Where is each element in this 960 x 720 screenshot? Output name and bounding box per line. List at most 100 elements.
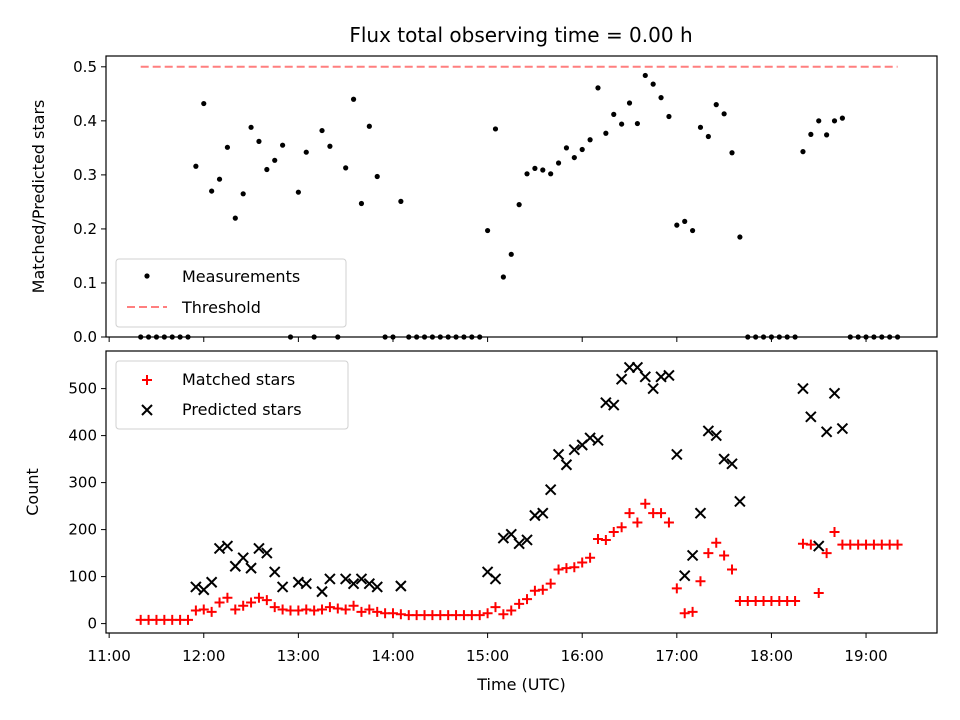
matched-star-point — [640, 498, 651, 509]
measurement-point — [689, 227, 696, 234]
measurement-point — [800, 149, 806, 155]
x-axis-label: Time (UTC) — [476, 675, 565, 694]
predicted-star-point — [339, 573, 352, 585]
measurement-point — [658, 95, 664, 101]
measurement-point — [303, 149, 309, 155]
predicted-star-point — [205, 576, 218, 588]
measurement-point — [240, 191, 246, 197]
measurement-point — [642, 72, 648, 79]
measurement-point — [209, 188, 215, 194]
matched-star-point — [892, 539, 903, 550]
predicted-star-point — [253, 542, 265, 555]
matched-star-point — [198, 604, 209, 615]
predicted-star-point — [276, 581, 289, 593]
matched-star-point — [230, 604, 241, 615]
matched-star-point — [671, 583, 682, 594]
matched-star-point — [805, 539, 816, 550]
predicted-star-point — [269, 566, 281, 578]
bottom-panel-frame — [105, 350, 938, 634]
matched-star-point — [624, 508, 635, 519]
predicted-star-point — [529, 509, 541, 522]
predicted-star-point — [544, 483, 557, 496]
measurement-point — [839, 115, 845, 121]
predicted-star-point — [694, 507, 707, 519]
legend-predicted-label: Predicted stars — [182, 400, 302, 419]
predicted-star-point — [347, 577, 360, 590]
matched-star-point — [663, 517, 674, 528]
predicted-star-point — [805, 411, 817, 423]
matched-star-point — [269, 602, 280, 613]
measurement-point — [705, 133, 711, 140]
predicted-star-point — [497, 532, 510, 544]
y-tick-label: 300 — [68, 474, 97, 492]
matched-star-point — [253, 592, 264, 603]
legend-frame — [115, 258, 347, 328]
measurement-point — [319, 127, 325, 134]
measurement-point — [540, 167, 546, 173]
measurement-point — [516, 202, 522, 208]
legend-matched-label: Matched stars — [182, 370, 295, 389]
predicted-star-point — [190, 581, 202, 593]
matched-star-point — [522, 594, 533, 605]
matched-star-point — [222, 592, 233, 603]
predicted-star-point — [537, 507, 549, 519]
predicted-star-point — [213, 542, 226, 555]
x-tick-label: 17:00 — [655, 647, 698, 665]
legend-frame — [115, 360, 349, 430]
measurement-point — [256, 138, 262, 144]
predicted-star-point — [363, 577, 376, 590]
predicted-star-point — [828, 387, 841, 400]
matched-star-point — [656, 508, 667, 519]
measurement-point — [224, 144, 231, 150]
predicted-star-point — [355, 573, 368, 585]
matched-star-point — [829, 526, 840, 537]
x-tick-label: 18:00 — [750, 647, 793, 665]
matched-star-point — [142, 375, 152, 385]
matched-star-point — [356, 606, 367, 617]
predicted-star-point — [734, 495, 746, 508]
matched-star-point — [317, 604, 328, 615]
measurement-point — [280, 142, 286, 148]
predicted-star-point — [316, 585, 328, 598]
measurement-point — [619, 121, 625, 127]
predicted-star-point — [686, 549, 699, 562]
matched-star-point — [813, 588, 824, 599]
matched-star-point — [695, 576, 706, 587]
predicted-star-point — [237, 552, 249, 564]
measurement-point — [548, 171, 554, 177]
measurement-point — [650, 81, 656, 87]
y-tick-label: 100 — [68, 568, 97, 586]
predicted-star-point — [371, 581, 383, 593]
measurement-point — [508, 251, 514, 257]
x-tick-label: 15:00 — [466, 647, 509, 665]
measurement-point — [634, 120, 640, 127]
y-tick-label: 0 — [87, 615, 97, 633]
legend-predicted-marker — [141, 404, 153, 416]
matched-star-point — [585, 552, 596, 563]
measurement-point — [587, 137, 593, 143]
matched-star-point — [364, 604, 375, 615]
predicted-star-point — [245, 562, 257, 574]
measurement-point — [500, 274, 506, 280]
matched-star-point — [711, 537, 722, 548]
predicted-star-point — [592, 434, 604, 447]
measurement-point — [571, 154, 577, 161]
predicted-star-point — [671, 448, 683, 461]
matched-star-point — [790, 596, 801, 607]
predicted-star-point — [710, 429, 722, 442]
matched-star-point — [821, 548, 832, 559]
predicted-star-point — [568, 443, 581, 456]
matched-star-point — [727, 564, 738, 575]
measurement-point — [272, 157, 278, 163]
measurement-point — [492, 126, 499, 132]
matched-star-point — [490, 602, 501, 613]
matched-star-point — [182, 614, 193, 625]
measurement-point — [831, 118, 838, 124]
measurement-point — [563, 145, 570, 151]
measurement-point — [674, 222, 680, 228]
matched-star-point — [206, 606, 217, 617]
predicted-star-point — [813, 540, 825, 552]
predicted-star-point — [552, 448, 565, 461]
matched-star-point — [719, 550, 730, 561]
y-tick-label: 0.2 — [73, 220, 97, 238]
